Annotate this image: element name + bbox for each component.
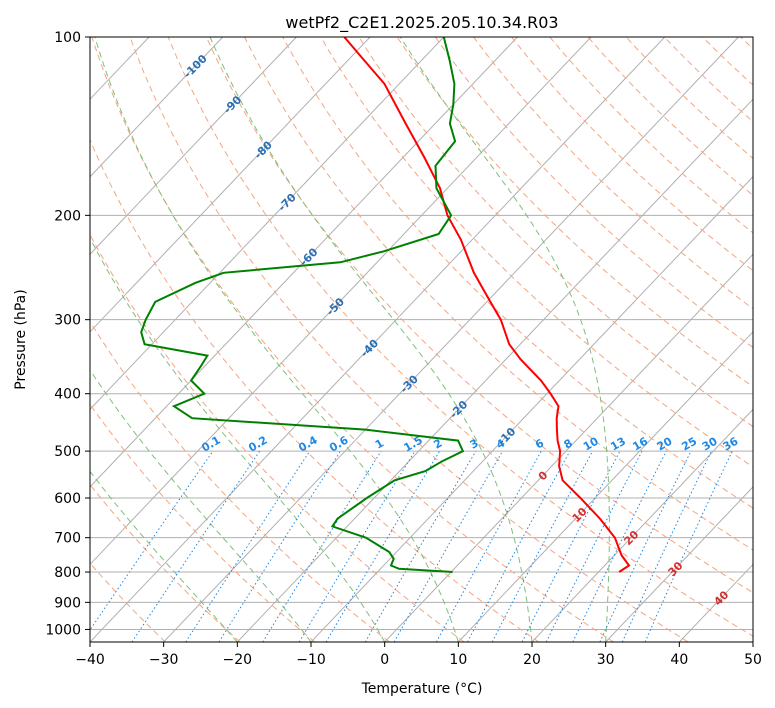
x-tick-label: 0: [380, 652, 389, 668]
temperature-profile-line: [343, 37, 631, 573]
y-tick-label: 700: [54, 531, 81, 547]
y-tick-label: 100: [54, 30, 81, 46]
isotherm-line: [457, 331, 753, 642]
mixing-ratio-line: [393, 450, 503, 642]
mixing-ratio-line: [644, 450, 733, 642]
isotherm-line: [90, 37, 518, 488]
mixing-ratio-line: [435, 450, 542, 642]
plot-frame: [89, 36, 754, 643]
moist-adiabat-line: [90, 237, 386, 642]
y-tick-label: 200: [54, 208, 81, 224]
isotherm-line: [236, 98, 753, 642]
axis-ticks: −40 −30 −20 −10 0 10 20 30 40 50 100 200 300 400 500 60…: [45, 30, 762, 668]
dry-adiabat-line: [473, 37, 753, 310]
mixing-ratio-line: [90, 450, 214, 631]
isotherm-line: [90, 37, 297, 256]
isotherm-line: [90, 37, 445, 411]
x-tick-label: 50: [744, 652, 762, 668]
dry-adiabat-lines: [90, 37, 753, 642]
moist-adiabat-line: [90, 470, 238, 642]
dry-adiabat-line: [434, 37, 753, 349]
isotherm-line: [90, 37, 371, 333]
dry-adiabat-line: [511, 37, 753, 272]
isotherm-lines: [90, 37, 753, 642]
isotherm-line: [384, 253, 753, 642]
isotherm-line: [605, 486, 753, 642]
dry-adiabat-line: [129, 37, 689, 642]
mixing-ratio-line: [621, 450, 712, 642]
dry-adiabat-line: [90, 138, 540, 642]
mixing-ratio-line: [298, 450, 416, 642]
y-tick-label: 300: [54, 313, 81, 329]
mixing-ratio-line: [262, 450, 382, 642]
y-tick-label: 400: [54, 387, 81, 403]
x-tick-label: 20: [523, 652, 541, 668]
mixing-ratio-line: [364, 450, 477, 642]
isotherm-line: [90, 37, 224, 178]
moist-adiabat-line: [94, 37, 459, 642]
mixing-ratio-line: [218, 450, 341, 642]
dry-adiabat-line: [91, 37, 614, 642]
y-tick-label: 500: [54, 444, 81, 460]
y-tick-label: 800: [54, 565, 81, 581]
isotherm-line: [163, 37, 739, 642]
moist-adiabat-lines: [90, 37, 610, 642]
moist-adiabat-line: [399, 37, 610, 642]
x-axis-label: Temperature (°C): [361, 681, 483, 697]
x-tick-label: −10: [296, 652, 326, 668]
x-tick-label: 10: [449, 652, 467, 668]
y-tick-label: 1000: [45, 622, 81, 638]
dry-adiabat-line: [358, 37, 753, 428]
dry-adiabat-line: [244, 37, 753, 551]
mixing-ratio-line: [325, 450, 441, 642]
dry-adiabat-line: [205, 37, 753, 594]
x-tick-label: 30: [597, 652, 615, 668]
x-tick-label: 40: [670, 652, 688, 668]
dry-adiabat-line: [282, 37, 753, 509]
x-tick-label: −30: [149, 652, 179, 668]
isotherm-line: [310, 176, 753, 642]
mixing-ratio-line: [467, 450, 571, 642]
dry-adiabat-line: [625, 37, 753, 159]
y-axis-label: Pressure (hPa): [13, 289, 29, 389]
chart-title: wetPf2_C2E1.2025.205.10.34.R03: [285, 13, 558, 33]
isotherm-line: [90, 37, 592, 566]
isotherm-line: [531, 408, 753, 642]
dry-adiabat-line: [90, 320, 390, 642]
x-tick-label: −40: [75, 652, 105, 668]
mixing-ratio-line: [572, 450, 667, 642]
dry-adiabat-line: [167, 37, 753, 637]
dry-adiabat-line: [90, 233, 465, 642]
dry-adiabat-line: [587, 37, 753, 196]
moist-adiabat-line: [90, 369, 312, 642]
moist-adiabat-line: [209, 37, 533, 642]
dry-adiabat-line: [396, 37, 753, 388]
isotherm-line: [90, 37, 666, 642]
mixing-ratio-line: [185, 450, 311, 642]
dry-adiabat-line: [90, 483, 241, 642]
dewpoint-profile-line: [140, 37, 465, 573]
y-tick-label: 600: [54, 491, 81, 507]
x-tick-label: −20: [223, 652, 253, 668]
mixing-ratio-line: [599, 450, 692, 642]
sounding-profiles: [140, 37, 631, 573]
y-tick-label: 900: [54, 595, 81, 611]
